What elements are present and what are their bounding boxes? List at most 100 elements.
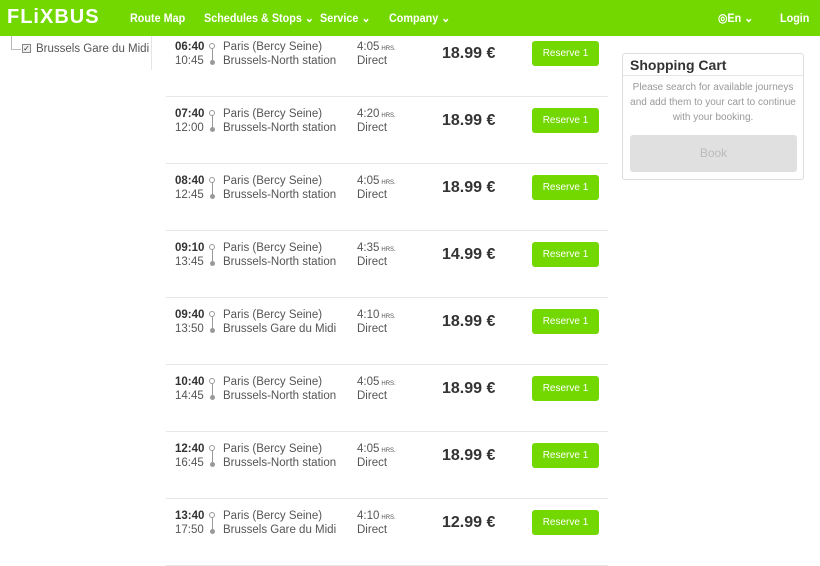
duration-value: 4:05 (357, 443, 380, 455)
arrival-time: 13:45 (175, 256, 204, 268)
destination-station: Brussels-North station (223, 55, 337, 67)
globe-icon: ◎ (718, 11, 728, 25)
chevron-down-icon: ⌄ (361, 11, 371, 25)
cart-title: Shopping Cart (623, 54, 803, 76)
ride-row: 08:40 12:45 Paris (Bercy Seine) Brussels… (166, 164, 608, 231)
duration: 4:05 HRS. (357, 175, 396, 187)
duration-unit: HRS. (381, 113, 396, 119)
ride-row: 07:40 12:00 Paris (Bercy Seine) Brussels… (166, 97, 608, 164)
duration-value: 4:10 (357, 510, 380, 522)
arrival-time: 10:45 (175, 55, 204, 67)
origin-dot-icon (209, 311, 215, 317)
destination-dot-icon (210, 261, 215, 266)
ride-row: 12:40 16:45 Paris (Bercy Seine) Brussels… (166, 432, 608, 499)
destination-station: Brussels-North station (223, 256, 337, 268)
login-link[interactable]: Login (780, 11, 810, 25)
destination-dot-icon (210, 194, 215, 199)
ride-type: Direct (357, 55, 388, 67)
chevron-down-icon: ⌄ (441, 11, 451, 25)
origin-station: Paris (Bercy Seine) (223, 108, 323, 120)
reserve-seat-button[interactable]: Reserve 1 Seat (532, 242, 599, 285)
departure-time: 07:40 (175, 108, 205, 120)
shopping-cart: Shopping Cart Please search for availabl… (622, 53, 804, 180)
destination-dot-icon (210, 462, 215, 467)
price: 12.99 € (442, 514, 496, 531)
duration-unit: HRS. (381, 381, 396, 387)
reserve-seat-button[interactable]: Reserve 1 Seat (532, 175, 599, 218)
duration: 4:10 HRS. (357, 510, 396, 522)
ride-row: 09:10 13:45 Paris (Bercy Seine) Brussels… (166, 231, 608, 298)
route-line-icon (212, 246, 213, 264)
duration-unit: HRS. (381, 180, 396, 186)
origin-dot-icon (209, 43, 215, 49)
route-line-icon (212, 179, 213, 197)
ride-type: Direct (357, 390, 388, 402)
origin-station: Paris (Bercy Seine) (223, 41, 323, 53)
flixbus-logo[interactable]: FLiXBUS (7, 6, 100, 28)
route-line-icon (212, 447, 213, 465)
top-nav-bar: FLiXBUS Route Map Schedules & Stops ⌄ Se… (0, 0, 820, 36)
nav-route-map[interactable]: Route Map (130, 11, 186, 25)
stop-checkbox[interactable]: ✓ (22, 44, 31, 53)
reserve-seat-button[interactable]: Reserve 1 Seat (532, 41, 599, 84)
price: 18.99 € (442, 447, 496, 464)
duration-value: 4:05 (357, 41, 380, 53)
duration: 4:20 HRS. (357, 108, 396, 120)
route-line-icon (212, 45, 213, 63)
destination-station: Brussels Gare du Midi (223, 323, 337, 335)
departure-time: 08:40 (175, 175, 205, 187)
destination-station: Brussels-North station (223, 457, 337, 469)
chevron-down-icon: ⌄ (744, 11, 754, 25)
origin-station: Paris (Bercy Seine) (223, 175, 323, 187)
chevron-down-icon: ⌄ (304, 11, 314, 25)
stop-label: Brussels Gare du Midi (36, 43, 150, 55)
reserve-seat-button[interactable]: Reserve 1 Seat (532, 309, 599, 352)
ride-row: 13:40 17:50 Paris (Bercy Seine) Brussels… (166, 499, 608, 566)
route-line-icon (212, 514, 213, 532)
arrival-time: 12:00 (175, 122, 204, 134)
reserve-seat-button[interactable]: Reserve 1 Seat (532, 108, 599, 151)
arrival-time: 16:45 (175, 457, 204, 469)
price: 18.99 € (442, 112, 496, 129)
nav-schedules-stops[interactable]: Schedules & Stops ⌄ (204, 11, 314, 25)
reserve-seat-button[interactable]: Reserve 1 Seat (532, 376, 599, 419)
origin-station: Paris (Bercy Seine) (223, 443, 323, 455)
nav-service[interactable]: Service ⌄ (320, 11, 370, 25)
destination-dot-icon (210, 529, 215, 534)
duration: 4:05 HRS. (357, 443, 396, 455)
duration-value: 4:05 (357, 376, 380, 388)
book-button[interactable]: Book (630, 135, 797, 172)
nav-label: Schedules & Stops (204, 11, 302, 25)
nav-company[interactable]: Company ⌄ (389, 11, 450, 25)
departure-time: 06:40 (175, 41, 205, 53)
destination-station: Brussels Gare du Midi (223, 524, 337, 536)
origin-station: Paris (Bercy Seine) (223, 510, 323, 522)
duration-value: 4:20 (357, 108, 380, 120)
ride-type: Direct (357, 122, 388, 134)
origin-station: Paris (Bercy Seine) (223, 242, 323, 254)
reserve-seat-button[interactable]: Reserve 1 Seat (532, 510, 599, 553)
destination-dot-icon (210, 395, 215, 400)
duration-value: 4:10 (357, 309, 380, 321)
arrival-time: 14:45 (175, 390, 204, 402)
ride-type: Direct (357, 189, 388, 201)
destination-dot-icon (210, 127, 215, 132)
language-selector[interactable]: ◎En ⌄ (718, 11, 753, 25)
duration-unit: HRS. (381, 46, 396, 52)
origin-dot-icon (209, 110, 215, 116)
sidebar-filter (0, 36, 152, 70)
departure-time: 12:40 (175, 443, 205, 455)
tree-connector (11, 36, 21, 50)
ride-type: Direct (357, 524, 388, 536)
reserve-seat-button[interactable]: Reserve 1 Seat (532, 443, 599, 486)
duration: 4:10 HRS. (357, 309, 396, 321)
duration-value: 4:05 (357, 175, 380, 187)
duration: 4:35 HRS. (357, 242, 396, 254)
price: 14.99 € (442, 246, 496, 263)
duration-value: 4:35 (357, 242, 380, 254)
destination-station: Brussels-North station (223, 390, 337, 402)
destination-station: Brussels-North station (223, 122, 337, 134)
ride-type: Direct (357, 457, 388, 469)
departure-time: 09:10 (175, 242, 205, 254)
ride-type: Direct (357, 256, 388, 268)
